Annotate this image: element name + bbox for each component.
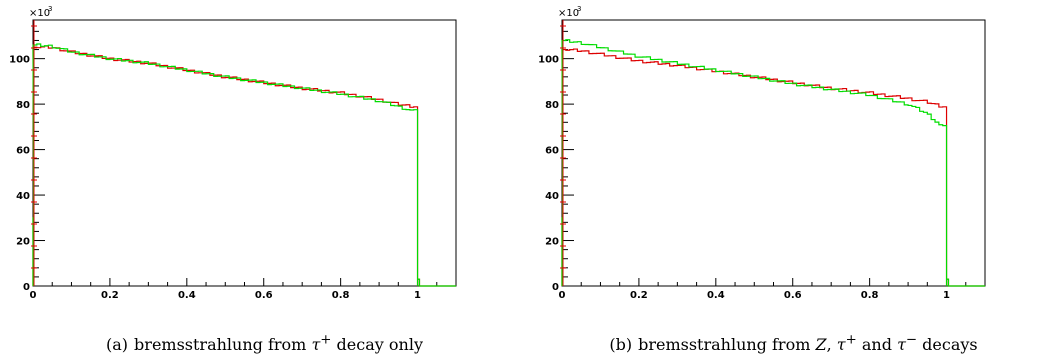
x-tick-label: 0.8 — [861, 290, 879, 301]
x-tick-label: 0.6 — [784, 290, 802, 301]
y-exponent-power: 3 — [48, 5, 52, 13]
y-tick-label: 0 — [23, 282, 30, 293]
histogram-series-b-1 — [561, 48, 985, 287]
histogram-series-a-1 — [32, 45, 456, 287]
y-tick-label: 60 — [16, 146, 30, 157]
y-tick-label: 0 — [552, 282, 559, 293]
x-tick-label: 0.8 — [332, 290, 350, 301]
histogram-series-b-2 — [561, 39, 985, 287]
plot-frame — [32, 19, 457, 287]
caption-a: (a) bremsstrahlung from τ+ decay only — [0, 333, 529, 354]
caption-label-b: (b) — [609, 335, 633, 355]
caption-label-a: (a) — [106, 335, 129, 355]
caption-text-a: bremsstrahlung from τ+ decay only — [134, 333, 423, 355]
x-tick-label: 0.2 — [101, 290, 119, 301]
chart-panel-a: ×10 3 0 20 40 60 80 100 0 0.2 0.4 0.6 0.8 1 (a) bremss… — [0, 5, 529, 354]
y-tick-label: 100 — [9, 55, 30, 66]
y-tick-label: 80 — [545, 100, 559, 111]
y-tick-label: 100 — [538, 55, 559, 66]
y-exponent-label: ×10 — [558, 8, 579, 19]
y-tick-label: 40 — [545, 191, 559, 202]
y-exponent-label: ×10 — [29, 8, 50, 19]
x-tick-label: 0.4 — [178, 290, 196, 301]
plot-frame — [561, 19, 986, 287]
y-tick-label: 20 — [545, 237, 559, 248]
x-tick-label: 0.6 — [255, 290, 273, 301]
y-tick-label: 20 — [16, 237, 30, 248]
x-tick-label: 1 — [414, 290, 421, 301]
caption-b: (b) bremsstrahlung from Z, τ+ and τ− deca… — [529, 333, 1058, 354]
chart-panel-b: ×10 3 0 20 40 60 80 100 0 0.2 0.4 0.6 0.8 1 (b) bremss… — [529, 0, 1058, 362]
x-tick-label: 0.4 — [707, 290, 725, 301]
y-tick-label: 80 — [16, 100, 30, 111]
caption-text-b: bremsstrahlung from Z, τ+ and τ− decays — [638, 333, 978, 355]
x-tick-label: 1 — [943, 290, 950, 301]
x-tick-label: 0 — [559, 290, 566, 301]
y-exponent-power: 3 — [577, 5, 581, 13]
histogram-series-a-2 — [32, 43, 456, 287]
histogram-chart-b: ×103 0 20 40 60 80 100 0 0.2 0.4 0.6 0.8 1 — [538, 5, 986, 301]
x-tick-label: 0.2 — [630, 290, 648, 301]
y-tick-label: 60 — [545, 146, 559, 157]
x-tick-label: 0 — [30, 290, 37, 301]
y-tick-label: 40 — [16, 191, 30, 202]
histogram-chart-a: ×103 0 20 40 60 80 100 0 0.2 0.4 0.6 0.8 1 — [9, 5, 457, 301]
